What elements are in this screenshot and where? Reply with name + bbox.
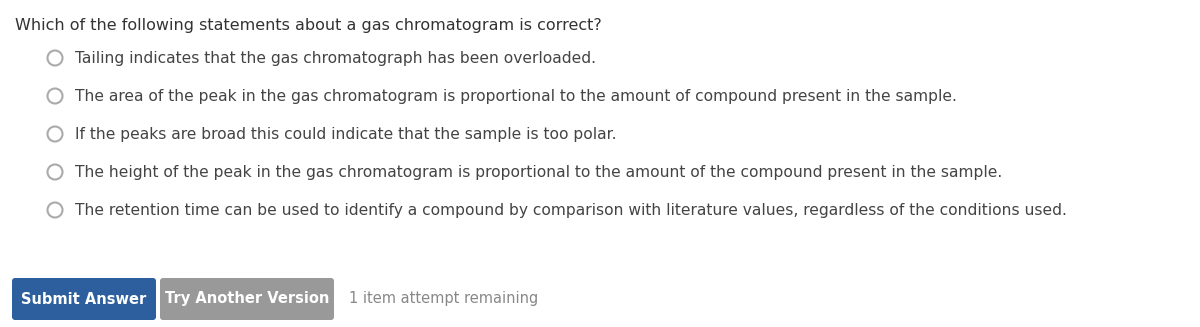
Text: The retention time can be used to identify a compound by comparison with literat: The retention time can be used to identi…	[74, 202, 1067, 217]
FancyBboxPatch shape	[12, 278, 156, 320]
Text: 1 item attempt remaining: 1 item attempt remaining	[349, 291, 539, 306]
Text: Submit Answer: Submit Answer	[22, 291, 146, 306]
Text: If the peaks are broad this could indicate that the sample is too polar.: If the peaks are broad this could indica…	[74, 127, 617, 142]
Text: Try Another Version: Try Another Version	[164, 291, 329, 306]
Text: Tailing indicates that the gas chromatograph has been overloaded.: Tailing indicates that the gas chromatog…	[74, 50, 596, 65]
Text: The area of the peak in the gas chromatogram is proportional to the amount of co: The area of the peak in the gas chromato…	[74, 89, 956, 104]
Text: Which of the following statements about a gas chromatogram is correct?: Which of the following statements about …	[14, 18, 601, 33]
FancyBboxPatch shape	[160, 278, 334, 320]
Text: The height of the peak in the gas chromatogram is proportional to the amount of : The height of the peak in the gas chroma…	[74, 164, 1002, 180]
